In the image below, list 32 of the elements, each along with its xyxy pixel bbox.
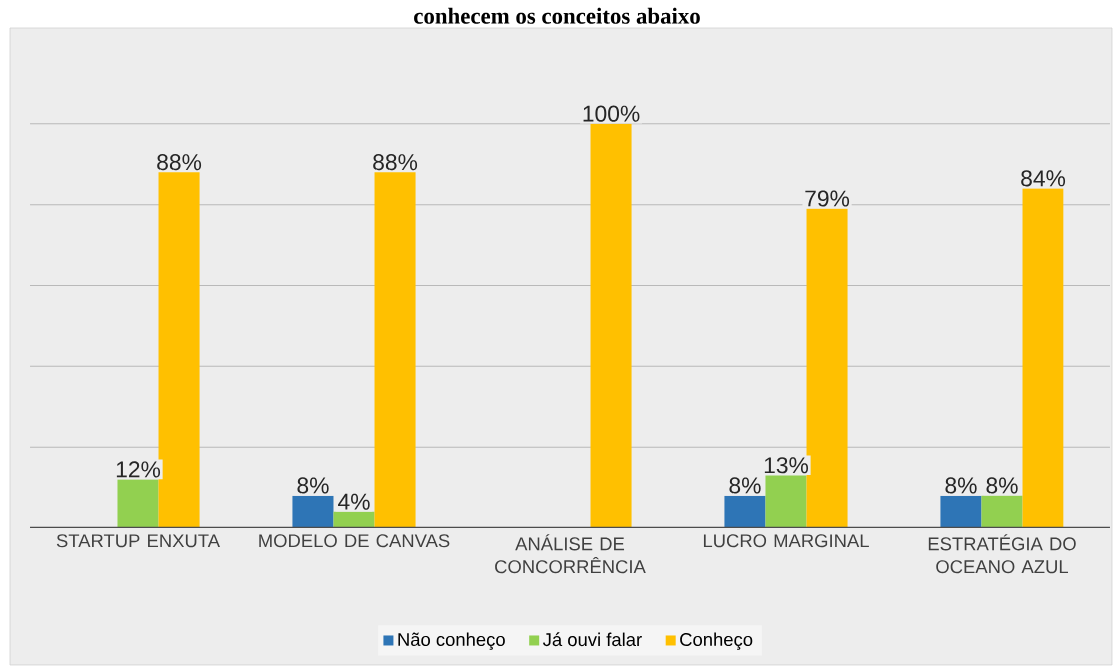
data-label: 8%: [729, 477, 761, 494]
bar: [158, 172, 200, 528]
bar: [724, 495, 766, 528]
x-tick-label: ANÁLISE DE CONCORRÊNCIA: [495, 534, 646, 574]
bar: [981, 495, 1023, 528]
bar: [765, 475, 807, 528]
bar: [374, 172, 416, 528]
data-label: 4%: [338, 493, 370, 510]
bar: [1022, 188, 1064, 528]
bar: [117, 479, 159, 528]
chart-title: conhecem os conceitos abaixo: [414, 7, 700, 24]
data-label: 12%: [116, 461, 161, 478]
data-label: 88%: [157, 154, 202, 171]
x-tick-label: LUCRO MARGINAL: [703, 534, 869, 548]
x-tick-label: ESTRATÉGIA DO OCEANO AZUL: [928, 534, 1076, 574]
data-label: 84%: [1021, 170, 1066, 187]
bar: [940, 495, 982, 528]
bar: [590, 123, 632, 528]
data-label: 100%: [583, 105, 640, 122]
data-label: 8%: [297, 477, 329, 494]
data-label: 79%: [805, 190, 850, 207]
legend-label: Não conheço: [398, 632, 505, 650]
data-label: 8%: [986, 477, 1018, 494]
data-label: 8%: [945, 477, 977, 494]
bar: [292, 495, 334, 528]
x-tick-label: STARTUP ENXUTA: [56, 534, 220, 548]
data-label: 13%: [764, 457, 809, 474]
bar: [333, 511, 375, 528]
data-label: 88%: [373, 154, 418, 171]
legend-label: Conheço: [680, 632, 753, 650]
x-tick-label: MODELO DE CANVAS: [259, 534, 450, 548]
legend-label: Já ouvi falar: [542, 632, 642, 647]
